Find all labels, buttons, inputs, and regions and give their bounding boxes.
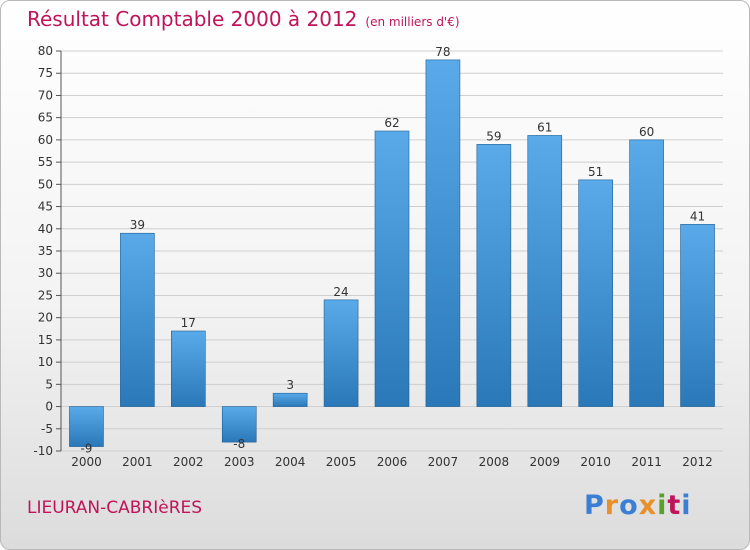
bar: [69, 406, 104, 447]
y-tick-label: 50: [38, 177, 53, 191]
y-tick-label: 35: [38, 244, 53, 258]
x-tick-label: 2002: [173, 455, 204, 469]
value-label: 59: [486, 129, 501, 143]
value-labels: -9 39 17 -8 3 24 62 78 59 61 51 60 41: [80, 45, 705, 456]
y-tick-label: 70: [38, 88, 53, 102]
bar: [120, 232, 155, 407]
bar: [171, 330, 206, 407]
bar: [272, 392, 308, 407]
bar: [323, 299, 359, 407]
value-label: 61: [537, 120, 552, 134]
logo-letter: o: [619, 490, 639, 521]
x-tick-label: 2003: [224, 455, 255, 469]
proxiti-logo: Proxiti: [584, 490, 692, 521]
bar: [527, 135, 563, 407]
logo-letter: t: [667, 490, 682, 521]
x-tick-label: 2011: [631, 455, 662, 469]
x-tick-label: 2000: [71, 455, 102, 469]
y-axis: -10 -5 0 5 10 15 20 25 30 35 40 45 50 55 60 65 70 75 80: [33, 44, 62, 458]
y-tick-label: 15: [38, 333, 53, 347]
x-tick-label: 2005: [326, 455, 357, 469]
chart-subtitle: (en milliers d'€): [365, 15, 460, 29]
x-tick-label: 2004: [275, 455, 306, 469]
logo-letter: i: [681, 490, 692, 521]
bar: [221, 406, 257, 443]
logo-letter: P: [584, 490, 605, 521]
commune-name: LIEURAN-CABRIèRES: [27, 498, 203, 518]
x-axis: 2000 2001 2002 2003 2004 2005 2006 2007 2008 2009…: [71, 455, 713, 469]
y-tick-label: 55: [38, 155, 53, 169]
value-label: 39: [130, 218, 145, 232]
y-tick-label: -10: [33, 444, 53, 458]
bar: [374, 130, 410, 407]
logo-letter: x: [638, 490, 658, 521]
x-tick-label: 2012: [682, 455, 713, 469]
y-tick-label: 30: [38, 266, 53, 280]
x-tick-label: 2010: [580, 455, 611, 469]
y-tick-label: 80: [38, 44, 53, 58]
value-label: -9: [80, 442, 92, 456]
x-tick-label: 2008: [479, 455, 510, 469]
value-label: 78: [435, 45, 450, 59]
y-tick-label: 40: [38, 222, 53, 236]
value-label: 17: [181, 316, 196, 330]
value-label: 24: [333, 285, 348, 299]
y-tick-label: 25: [38, 288, 53, 302]
value-label: 41: [690, 209, 705, 223]
logo-letter: r: [604, 490, 620, 521]
y-tick-label: -5: [41, 422, 53, 436]
value-label: 62: [384, 116, 399, 130]
y-tick-label: 60: [38, 133, 53, 147]
bar: [425, 59, 461, 407]
x-tick-label: 2001: [122, 455, 153, 469]
y-tick-label: 75: [38, 66, 53, 80]
bars: [69, 59, 715, 447]
bar: [680, 224, 715, 407]
y-tick-label: 20: [38, 311, 53, 325]
x-tick-label: 2007: [428, 455, 459, 469]
bar: [476, 144, 512, 407]
x-tick-label: 2009: [529, 455, 560, 469]
chart-title: Résultat Comptable 2000 à 2012 (en millie…: [27, 7, 460, 31]
x-tick-label: 2006: [377, 455, 408, 469]
bar: [578, 179, 613, 407]
logo-letter: i: [657, 490, 668, 521]
value-label: -8: [233, 437, 245, 451]
y-tick-label: 0: [45, 400, 53, 414]
y-tick-label: 10: [38, 355, 53, 369]
y-tick-label: 65: [38, 111, 53, 125]
value-label: 3: [286, 378, 294, 392]
value-label: 60: [639, 125, 654, 139]
y-tick-label: 5: [45, 377, 53, 391]
bar: [629, 139, 664, 407]
y-tick-label: 45: [38, 200, 53, 214]
value-label: 51: [588, 165, 603, 179]
